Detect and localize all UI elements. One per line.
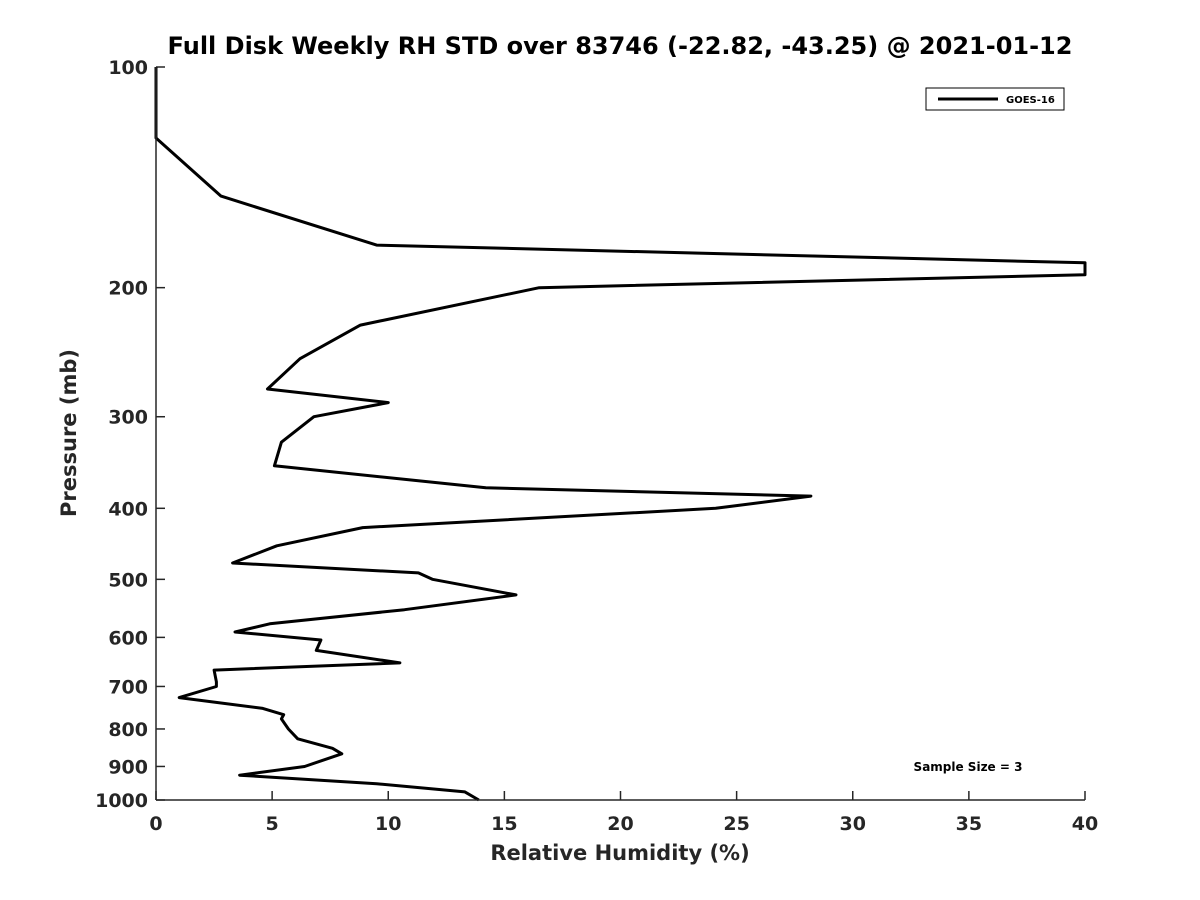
x-tick-label: 0 xyxy=(149,813,162,835)
y-tick-label: 500 xyxy=(108,569,148,591)
x-axis-ticks: 0 5 10 15 20 25 30 35 40 xyxy=(149,791,1098,835)
x-axis-label: Relative Humidity (%) xyxy=(490,841,749,865)
chart-title: Full Disk Weekly RH STD over 83746 (-22.… xyxy=(168,32,1073,60)
y-tick-label: 700 xyxy=(108,676,148,698)
x-tick-label: 35 xyxy=(956,813,982,835)
y-tick-label: 200 xyxy=(108,278,148,300)
y-tick-label: 1000 xyxy=(95,790,148,812)
y-tick-label: 800 xyxy=(108,719,148,741)
x-tick-label: 25 xyxy=(723,813,749,835)
y-tick-label: 400 xyxy=(108,498,148,520)
legend: GOES-16 xyxy=(925,87,1065,111)
y-axis-label: Pressure (mb) xyxy=(57,349,81,517)
y-tick-label: 600 xyxy=(108,627,148,649)
sample-size-annotation: Sample Size = 3 xyxy=(914,760,1023,774)
x-tick-label: 5 xyxy=(266,813,279,835)
y-tick-label: 100 xyxy=(108,57,148,79)
legend-label-goes16: GOES-16 xyxy=(1006,95,1055,106)
series-line-goes16 xyxy=(154,67,1087,802)
x-tick-label: 30 xyxy=(840,813,866,835)
y-tick-label: 900 xyxy=(108,756,148,778)
y-tick-label: 300 xyxy=(108,407,148,429)
x-tick-label: 10 xyxy=(375,813,401,835)
y-axis-ticks: 100 200 300 400 500 600 700 800 900 1000 xyxy=(95,57,165,812)
x-tick-label: 15 xyxy=(491,813,517,835)
x-tick-label: 40 xyxy=(1072,813,1098,835)
axes xyxy=(155,67,1085,801)
x-tick-label: 20 xyxy=(607,813,633,835)
